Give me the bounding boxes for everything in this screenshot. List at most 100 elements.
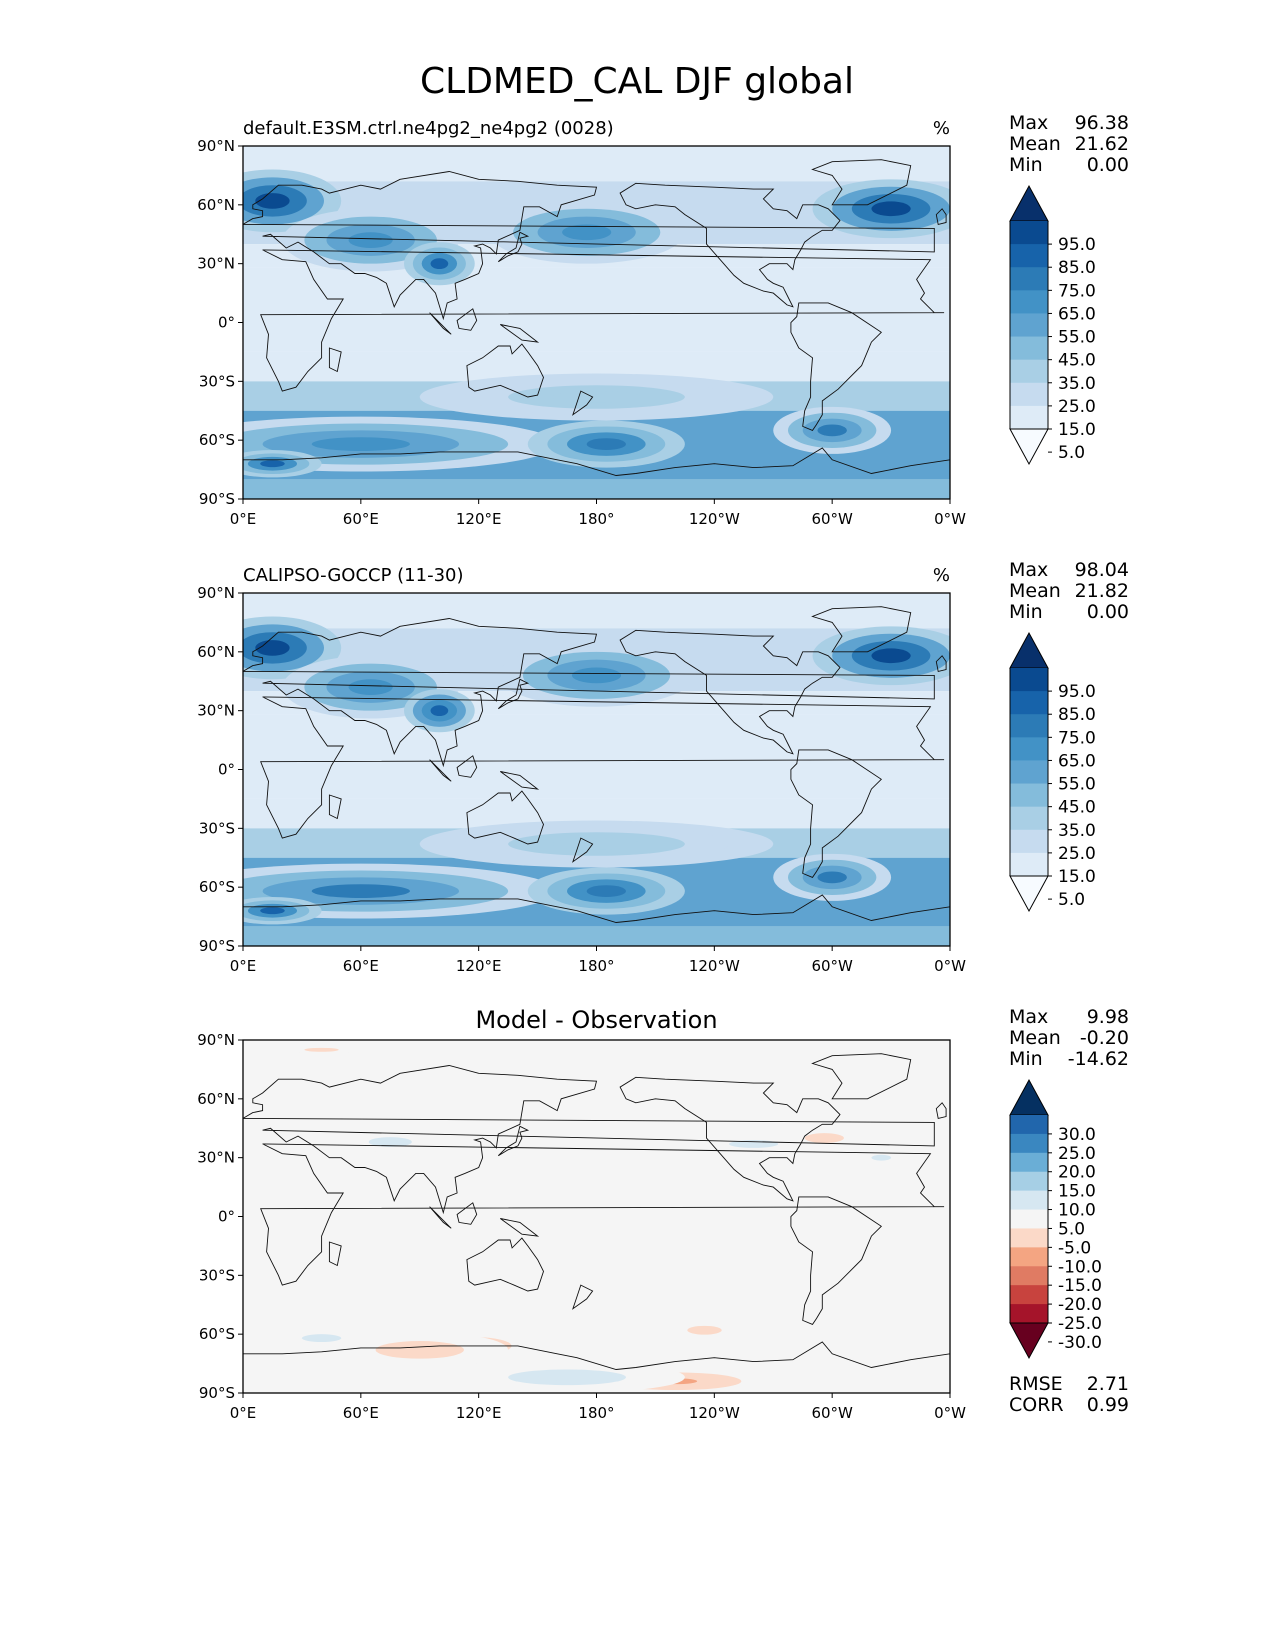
colorbar-segment [1010, 1171, 1048, 1192]
colorbar-segment [1010, 1115, 1048, 1135]
map-panel-2: 90°N 60°N 30°N 0° 30°S 60°S 90°S 0°E 60°E 120°E 18… [197, 559, 1129, 975]
stat-value-mean: 21.82 [1075, 580, 1129, 602]
colorbar-label: -5.0 [1058, 1238, 1091, 1258]
coastline-6 [243, 894, 950, 923]
lon-tick-label: 0°W [934, 1404, 966, 1422]
colorbar-label: 85.0 [1058, 705, 1096, 725]
colorbar-segment [1010, 737, 1048, 761]
stat-label-max: Max [1009, 559, 1048, 581]
contour-feature-1 [348, 679, 393, 695]
contour-feature-0 [255, 193, 290, 209]
colorbar-outline [1009, 1115, 1049, 1323]
lat-tick-label: 90°S [199, 1384, 235, 1402]
contour-feature-7 [586, 438, 626, 450]
lon-tick-label: 60°W [811, 1404, 853, 1422]
colorbar-label: 75.0 [1058, 281, 1096, 301]
coastlines [243, 159, 950, 476]
lat-tick-label: 60°S [199, 1325, 235, 1343]
colorbar-label: 75.0 [1058, 728, 1096, 748]
colorbar-label: -10.0 [1058, 1257, 1102, 1277]
coastline-3 [811, 159, 912, 206]
colorbar-segment [1010, 382, 1048, 407]
lat-tick-label: 60°N [197, 643, 235, 661]
coastline-2 [619, 182, 841, 308]
coastline-0 [260, 696, 945, 839]
colorbar-label: 35.0 [1058, 821, 1096, 841]
stat-label-mean: Mean [1009, 1027, 1061, 1049]
colorbar-label: -15.0 [1058, 1276, 1102, 1296]
stat-value-min: 0.00 [1087, 601, 1129, 623]
lon-tick-label: 0°E [230, 510, 257, 528]
colorbar-label: 25.0 [1058, 397, 1096, 417]
lat-tick-label: 0° [218, 314, 235, 332]
panel-units: % [933, 118, 950, 139]
colorbar-segment [1010, 1266, 1048, 1286]
stat-value-corr: 0.99 [1087, 1394, 1129, 1416]
colorbar-label: 25.0 [1058, 844, 1096, 864]
coastline-1 [243, 618, 935, 768]
lat-tick-label: 60°N [197, 1090, 235, 1108]
colorbar-label: 45.0 [1058, 798, 1096, 818]
lat-tick-label: 60°S [199, 431, 235, 449]
stat-label-max: Max [1009, 112, 1048, 134]
panel-title: CALIPSO-GOCCP (11-30) [243, 565, 464, 586]
stat-value-min: 0.00 [1087, 154, 1129, 176]
coastline-10 [572, 1284, 594, 1310]
panel-units: % [933, 565, 950, 586]
colorbar-segment [1010, 691, 1048, 715]
contour-feature-1 [379, 1139, 402, 1145]
coastline-7 [497, 231, 530, 263]
colorbar-segment [1010, 783, 1048, 808]
colorbar-label: 95.0 [1058, 682, 1096, 702]
colorbar-segment [1010, 668, 1048, 692]
colorbar: 95.0 85.0 75.0 65.0 55.0 45.0 35.0 25.0 15.0 5.0 [1009, 184, 1096, 466]
coastline-9 [328, 1241, 342, 1267]
colorbar-outline [1009, 668, 1049, 876]
coastline-2 [619, 629, 841, 755]
colorbar-segment [1010, 1209, 1048, 1229]
colorbar-segment [1010, 1133, 1048, 1154]
lon-tick-label: 60°E [343, 1404, 379, 1422]
lon-tick-label: 120°W [689, 957, 740, 975]
coastline-11 [429, 759, 452, 782]
contour-feature-8 [537, 1373, 597, 1382]
zonal-band-7 [243, 479, 950, 499]
coastline-9 [328, 347, 342, 373]
lon-tick-label: 60°W [811, 957, 853, 975]
colorbar-label: 5.0 [1058, 890, 1085, 910]
colorbar-extend-max [1009, 1078, 1049, 1116]
coastline-4 [790, 1196, 883, 1325]
colorbar-segment [1010, 267, 1048, 291]
coastline-8 [935, 655, 947, 672]
colorbar-segment [1010, 1152, 1048, 1173]
coastlines [243, 606, 950, 923]
colorbar-label: 20.0 [1058, 1163, 1096, 1183]
contour-feature-4 [871, 201, 911, 217]
lon-tick-label: 60°W [811, 510, 853, 528]
zonal-band-7 [243, 926, 950, 946]
stat-value-max: 96.38 [1075, 112, 1129, 134]
lat-tick-label: 30°N [197, 702, 235, 720]
stat-label-min: Min [1009, 154, 1043, 176]
zonal-band-3 [243, 714, 950, 799]
lat-tick-label: 30°S [199, 372, 235, 390]
coastline-12 [456, 1202, 478, 1225]
colorbar-label: -20.0 [1058, 1295, 1102, 1315]
stat-value-mean: 21.62 [1075, 133, 1129, 155]
coastline-0 [260, 249, 945, 392]
coastline-5 [466, 1237, 544, 1292]
colorbar-extend-max [1009, 184, 1049, 222]
coastline-2 [619, 1076, 841, 1202]
lat-tick-label: 30°N [197, 1149, 235, 1167]
coastline-13 [500, 324, 540, 343]
coastline-3 [811, 606, 912, 653]
colorbar-segment [1010, 1304, 1048, 1324]
colorbar-segment [1010, 313, 1048, 338]
colorbar-segment [1010, 244, 1048, 268]
contour-feature-1 [348, 232, 393, 248]
contour-feature-9 [741, 1141, 766, 1146]
contour-feature-3 [571, 667, 622, 684]
lat-tick-label: 0° [218, 1208, 235, 1226]
lon-tick-label: 120°E [456, 957, 502, 975]
